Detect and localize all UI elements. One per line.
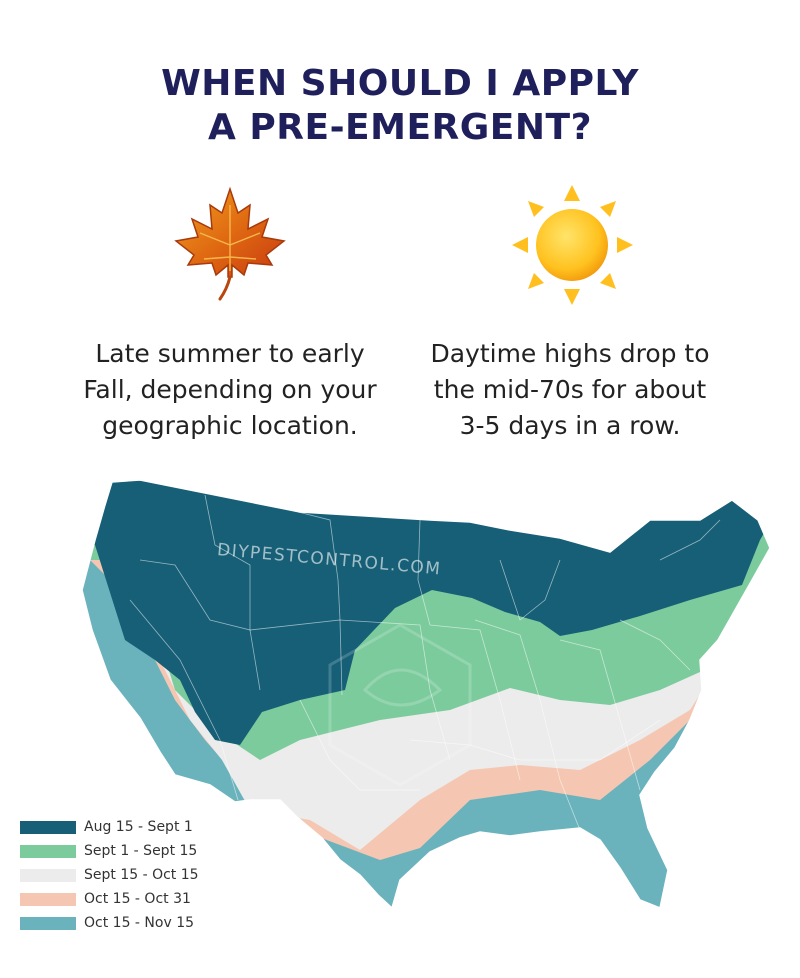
maple-leaf-icon [174,186,286,301]
caption-left-line-1: Late summer to early [95,339,365,368]
legend-label: Sept 1 - Sept 15 [84,843,198,859]
caption-right-line-2: the mid-70s for about [433,375,707,404]
caption-right-line-3: 3-5 days in a row. [459,411,681,440]
legend-label: Oct 15 - Nov 15 [84,915,195,931]
legend-swatch [20,892,76,906]
caption-left-line-2: Fall, depending on your [83,375,377,404]
map-legend: Aug 15 - Sept 1 Sept 1 - Sept 15 Sept 15… [20,815,199,935]
caption-left-line-3: geographic location. [102,411,358,440]
legend-swatch [20,844,76,858]
title-line-2: A PRE-EMERGENT? [208,107,592,148]
watermark-logo [328,623,472,787]
legend-item: Oct 15 - Nov 15 [20,911,199,935]
legend-item: Oct 15 - Oct 31 [20,887,199,911]
legend-swatch [20,916,76,930]
page-title: WHEN SHOULD I APPLY A PRE-EMERGENT? [0,62,800,150]
us-zone-map [81,479,771,910]
caption-daytime-highs: Daytime highs drop to the mid-70s for ab… [420,336,720,444]
legend-item: Sept 15 - Oct 15 [20,863,199,887]
legend-label: Aug 15 - Sept 1 [84,819,193,835]
legend-item: Sept 1 - Sept 15 [20,839,199,863]
caption-right-line-1: Daytime highs drop to [430,339,710,368]
legend-label: Oct 15 - Oct 31 [84,891,191,907]
caption-late-summer: Late summer to early Fall, depending on … [80,336,380,444]
sun-icon [512,185,633,305]
legend-swatch [20,820,76,834]
legend-item: Aug 15 - Sept 1 [20,815,199,839]
state-borders [129,494,721,831]
legend-swatch [20,868,76,882]
legend-label: Sept 15 - Oct 15 [84,867,199,883]
title-line-1: WHEN SHOULD I APPLY [161,63,639,104]
